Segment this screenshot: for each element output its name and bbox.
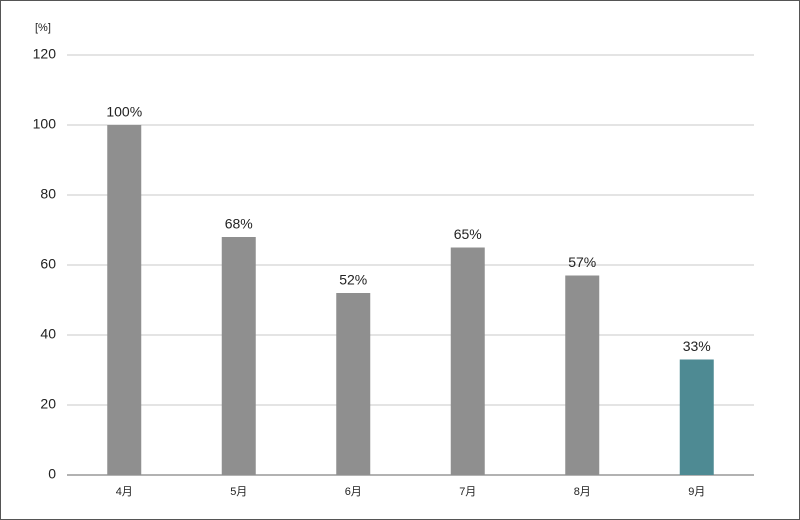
y-tick-label: 80 bbox=[40, 186, 56, 202]
value-label: 68% bbox=[225, 216, 253, 232]
bar bbox=[679, 359, 714, 475]
value-label: 57% bbox=[568, 254, 596, 270]
bar bbox=[107, 125, 142, 475]
bar bbox=[336, 293, 371, 475]
y-tick-label: 60 bbox=[40, 256, 56, 272]
value-label: 52% bbox=[339, 272, 367, 288]
value-label: 100% bbox=[106, 104, 142, 120]
bar bbox=[565, 275, 600, 475]
value-label: 33% bbox=[683, 338, 711, 354]
x-tick-label: 6月 bbox=[345, 486, 362, 498]
y-tick-label: 20 bbox=[40, 396, 56, 412]
y-tick-label: 0 bbox=[48, 466, 56, 482]
x-tick-label: 4月 bbox=[116, 486, 133, 498]
x-tick-label: 9月 bbox=[688, 486, 705, 498]
value-label: 65% bbox=[454, 226, 482, 242]
bar bbox=[221, 237, 256, 475]
x-tick-label: 5月 bbox=[230, 486, 247, 498]
x-tick-label: 8月 bbox=[574, 486, 591, 498]
bar bbox=[450, 247, 485, 475]
x-tick-label: 7月 bbox=[459, 486, 476, 498]
y-tick-label: 100 bbox=[33, 116, 57, 132]
y-axis-label: [%] bbox=[35, 22, 51, 34]
y-tick-label: 120 bbox=[33, 46, 57, 62]
y-tick-label: 40 bbox=[40, 326, 56, 342]
